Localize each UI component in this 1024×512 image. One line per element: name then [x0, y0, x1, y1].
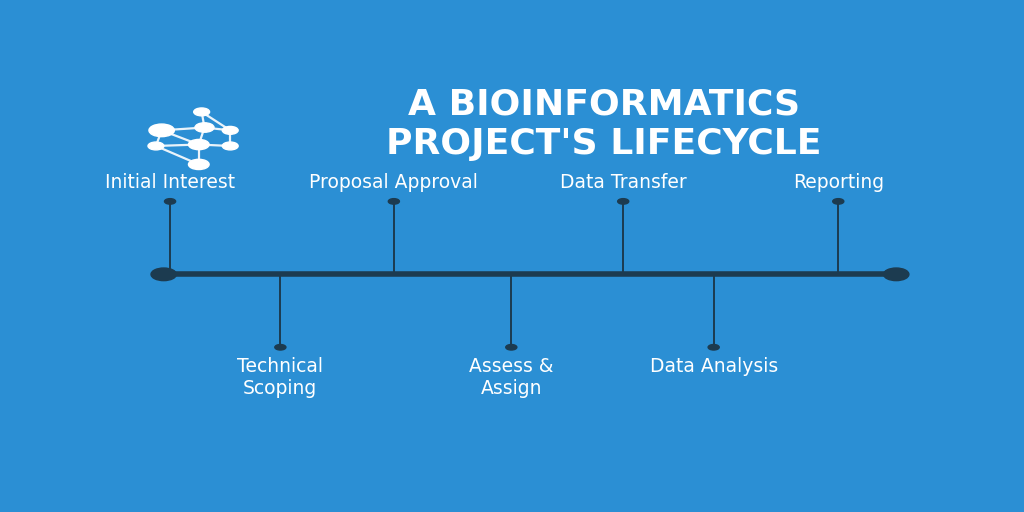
Circle shape	[833, 199, 844, 204]
Text: Proposal Approval: Proposal Approval	[309, 173, 478, 191]
Text: Reporting: Reporting	[793, 173, 884, 191]
Circle shape	[148, 142, 164, 150]
Circle shape	[222, 126, 239, 134]
Text: Data Analysis: Data Analysis	[649, 357, 778, 376]
Circle shape	[148, 124, 174, 137]
Circle shape	[709, 345, 719, 350]
Circle shape	[188, 139, 209, 150]
Circle shape	[506, 345, 517, 350]
Circle shape	[884, 268, 909, 281]
Text: A BIOINFORMATICS
PROJECT'S LIFECYCLE: A BIOINFORMATICS PROJECT'S LIFECYCLE	[386, 88, 822, 161]
Circle shape	[274, 345, 286, 350]
Circle shape	[222, 142, 239, 150]
Text: Assess &
Assign: Assess & Assign	[469, 357, 554, 398]
Circle shape	[388, 199, 399, 204]
Text: Data Transfer: Data Transfer	[560, 173, 686, 191]
Circle shape	[194, 108, 210, 116]
Circle shape	[151, 268, 176, 281]
Text: Initial Interest: Initial Interest	[105, 173, 236, 191]
Text: Technical
Scoping: Technical Scoping	[238, 357, 324, 398]
Circle shape	[617, 199, 629, 204]
Circle shape	[165, 199, 176, 204]
Circle shape	[195, 123, 214, 132]
Circle shape	[188, 159, 209, 169]
